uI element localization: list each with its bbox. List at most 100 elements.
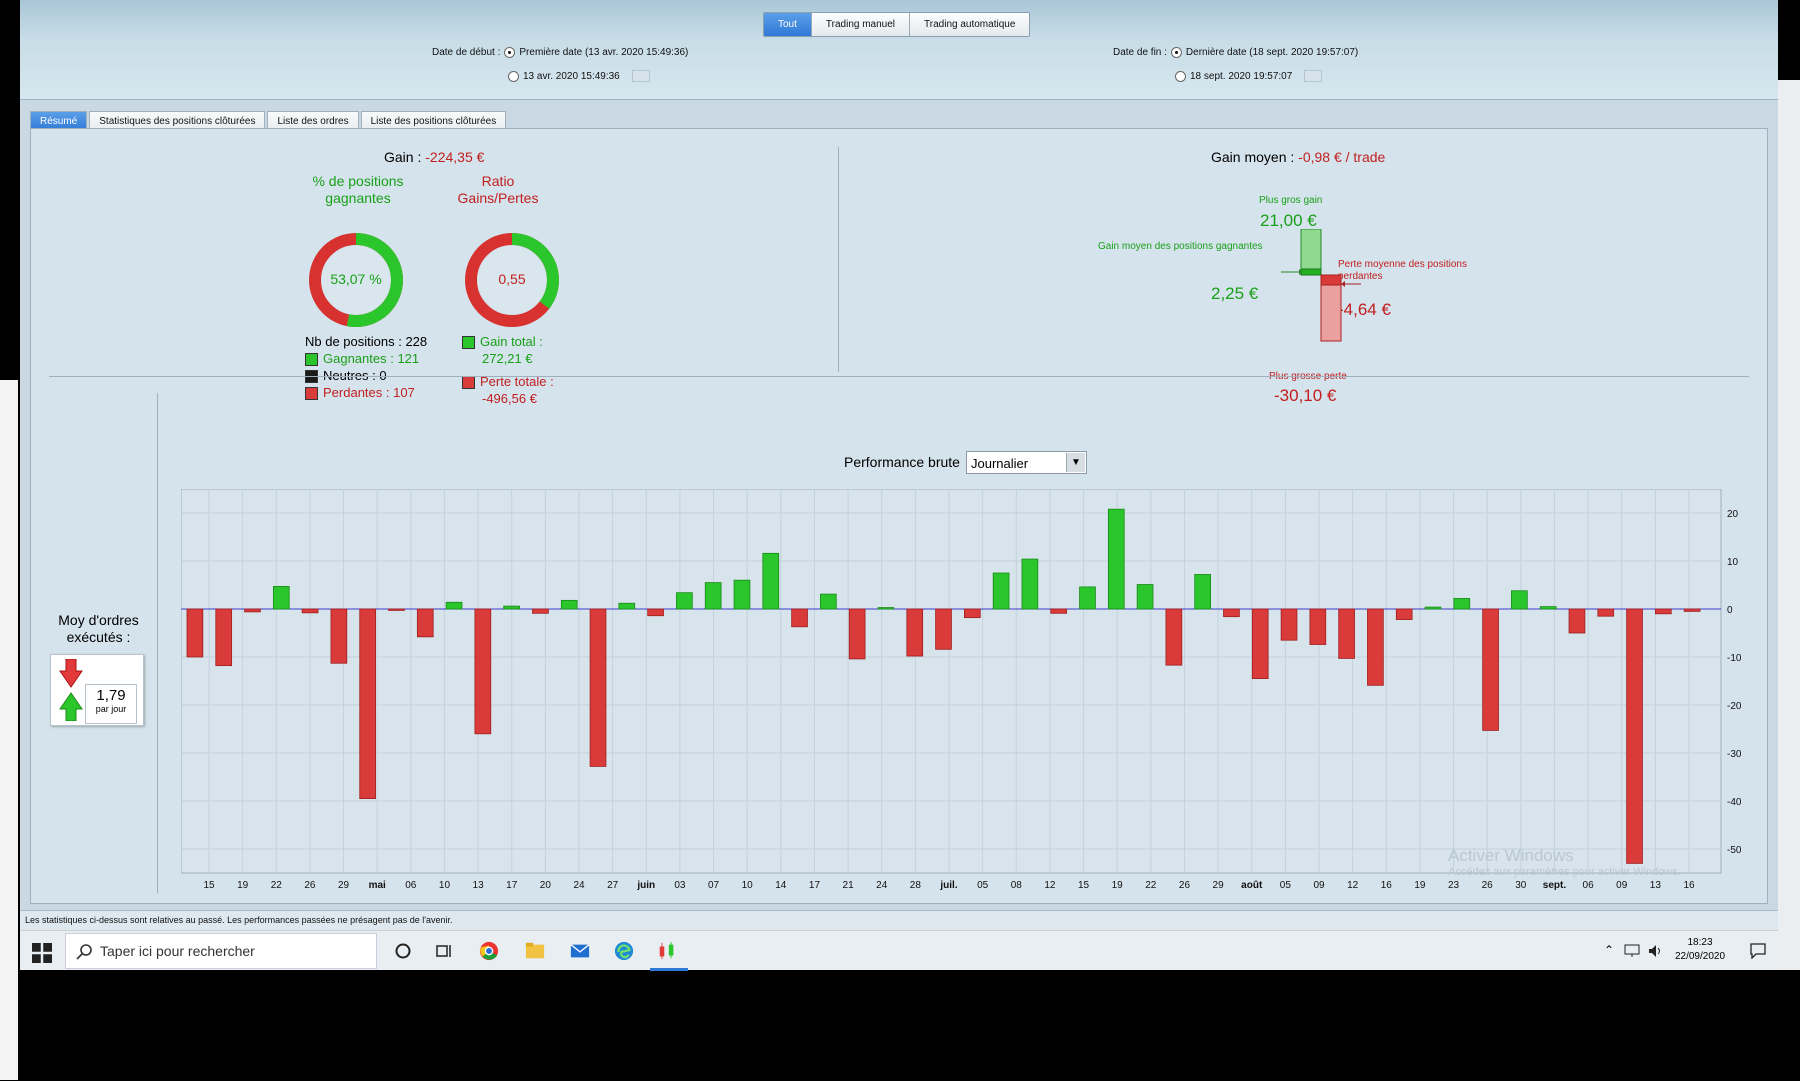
orders-divider bbox=[157, 393, 158, 893]
start-first-date-radio[interactable] bbox=[504, 47, 516, 58]
segment-trading-automatique[interactable]: Trading automatique bbox=[910, 13, 1030, 36]
summary-panel: Gain : -224,35 € % de positions gagnante… bbox=[30, 128, 1768, 904]
clock[interactable]: 18:23 22/09/2020 bbox=[1670, 936, 1730, 964]
x-tick-label: 26 bbox=[304, 880, 316, 891]
gain-bar bbox=[1107, 508, 1125, 610]
loss-bar bbox=[1280, 608, 1298, 641]
x-tick-label: 29 bbox=[338, 880, 350, 891]
windows-start-icon[interactable] bbox=[32, 943, 52, 963]
network-icon[interactable] bbox=[1624, 944, 1640, 958]
x-tick-label: 13 bbox=[1650, 880, 1662, 891]
disclaimer-bar: Les statistiques ci-dessus sont relative… bbox=[20, 910, 1778, 930]
x-tick-label: 17 bbox=[809, 880, 821, 891]
x-tick-label: 17 bbox=[506, 880, 518, 891]
y-tick-label: -20 bbox=[1727, 701, 1741, 712]
edge-icon[interactable] bbox=[614, 941, 634, 961]
perf-period-select[interactable]: Journalier ▼ bbox=[966, 451, 1087, 474]
orders-arrows-icon bbox=[59, 659, 83, 721]
ratio-donut-center bbox=[478, 246, 546, 314]
gain-value: -224,35 € bbox=[425, 149, 485, 165]
x-tick-label: 03 bbox=[674, 880, 686, 891]
end-custom-date-radio[interactable] bbox=[1175, 70, 1186, 82]
tab-resume[interactable]: Résumé bbox=[30, 111, 88, 131]
chevron-up-icon[interactable]: ⌃ bbox=[1604, 943, 1615, 957]
gain-bar bbox=[820, 593, 837, 610]
tab-liste-ordres[interactable]: Liste des ordres bbox=[267, 111, 359, 131]
section-divider bbox=[49, 376, 1749, 377]
loss-bar bbox=[1165, 608, 1183, 666]
end-last-date-radio[interactable] bbox=[1170, 47, 1182, 58]
gain-bar bbox=[992, 572, 1010, 610]
perte-totale-label: Perte totale : bbox=[480, 374, 554, 389]
x-tick-label: 09 bbox=[1616, 880, 1628, 891]
x-tick-label: 20 bbox=[540, 880, 552, 891]
end-calendar-button[interactable] bbox=[1304, 70, 1323, 82]
positions-legend: Nb de positions : 228 Gagnantes : 121 Ne… bbox=[305, 333, 427, 401]
gain-loss-range-diagram bbox=[1281, 229, 1361, 342]
perte-totale-value: -496,56 € bbox=[482, 391, 537, 406]
gain-bar bbox=[733, 579, 751, 610]
loss-bar bbox=[906, 608, 924, 657]
gain-total-value: 272,21 € bbox=[482, 351, 533, 366]
ratio-donut-gain-arc bbox=[465, 233, 559, 327]
file-explorer-icon[interactable] bbox=[525, 941, 545, 961]
task-view-icon[interactable] bbox=[434, 941, 454, 961]
gain-range-box bbox=[1300, 229, 1322, 276]
pct-donut-center bbox=[322, 246, 390, 314]
chevron-down-icon[interactable]: ▼ bbox=[1066, 453, 1085, 472]
trading-stats-window: Tout Trading manuel Trading automatique … bbox=[20, 0, 1778, 930]
notifications-icon[interactable] bbox=[1750, 943, 1766, 959]
clock-date: 22/09/2020 bbox=[1674, 951, 1726, 962]
x-tick-label: 10 bbox=[439, 880, 451, 891]
loss-bar bbox=[791, 608, 808, 628]
loss-bar bbox=[1482, 608, 1499, 731]
segment-trading-manuel[interactable]: Trading manuel bbox=[811, 13, 911, 36]
loss-bar bbox=[1568, 608, 1586, 634]
loss-bar bbox=[1597, 608, 1615, 617]
loss-bar bbox=[301, 608, 319, 614]
prorealtime-candles-icon[interactable] bbox=[657, 941, 677, 961]
tab-statistiques[interactable]: Statistiques des positions clôturées bbox=[89, 111, 266, 131]
x-tick-label: 21 bbox=[843, 880, 855, 891]
end-custom-date-text: 18 sept. 2020 19:57:07 bbox=[1190, 70, 1293, 82]
windows-taskbar: Taper ici pour rechercher ⌃ 18:23 22/09/… bbox=[20, 930, 1778, 971]
mode-segmented-control: Tout Trading manuel Trading automatique bbox=[763, 12, 1031, 37]
active-app-indicator bbox=[650, 968, 688, 971]
background-window-right bbox=[1778, 80, 1800, 970]
loss-bar bbox=[1338, 608, 1355, 659]
x-tick-label: 23 bbox=[1448, 880, 1460, 891]
taskbar-search-input[interactable]: Taper ici pour rechercher bbox=[65, 933, 377, 969]
chrome-icon[interactable] bbox=[479, 941, 499, 961]
x-tick-label: 10 bbox=[742, 880, 754, 891]
start-calendar-button[interactable] bbox=[631, 70, 650, 82]
orders-card: 1,79 par jour bbox=[50, 654, 144, 726]
tab-liste-positions[interactable]: Liste des positions clôturées bbox=[360, 111, 507, 131]
start-first-date-text: Première date (13 avr. 2020 15:49:36) bbox=[519, 47, 689, 58]
x-tick-label: 19 bbox=[237, 880, 249, 891]
loss-bar bbox=[1309, 608, 1327, 645]
start-custom-date-radio[interactable] bbox=[508, 70, 519, 82]
mail-icon[interactable] bbox=[570, 941, 590, 961]
loss-bar bbox=[388, 608, 405, 611]
x-tick-label: 19 bbox=[1112, 880, 1124, 891]
filter-toolbar: Tout Trading manuel Trading automatique … bbox=[20, 0, 1778, 100]
volume-icon[interactable] bbox=[1648, 944, 1664, 958]
gain-moyen-value: -0,98 € / trade bbox=[1298, 149, 1386, 165]
avg-loss-marker bbox=[1320, 274, 1342, 286]
ratio-donut bbox=[465, 233, 559, 327]
x-tick-label: 06 bbox=[405, 880, 417, 891]
tab-bar: Résumé Statistiques des positions clôtur… bbox=[30, 111, 507, 131]
cortana-icon[interactable] bbox=[393, 941, 413, 961]
gain-bar bbox=[445, 601, 463, 610]
x-tick-label: 08 bbox=[1011, 880, 1023, 891]
x-tick-label: 30 bbox=[1515, 880, 1527, 891]
loss-bar bbox=[1050, 608, 1068, 614]
background-window-left bbox=[0, 380, 18, 1080]
pct-winning-value: 53,07 % bbox=[330, 271, 382, 287]
segment-tout[interactable]: Tout bbox=[764, 13, 812, 36]
plus-gros-gain-value: 21,00 € bbox=[1260, 211, 1317, 230]
end-date-row-1: Date de fin : Dernière date (18 sept. 20… bbox=[1113, 47, 1358, 58]
x-tick-label: 22 bbox=[271, 880, 283, 891]
avg-gain-arrowhead bbox=[1299, 269, 1303, 275]
gain-line: Gain : -224,35 € bbox=[384, 149, 484, 165]
